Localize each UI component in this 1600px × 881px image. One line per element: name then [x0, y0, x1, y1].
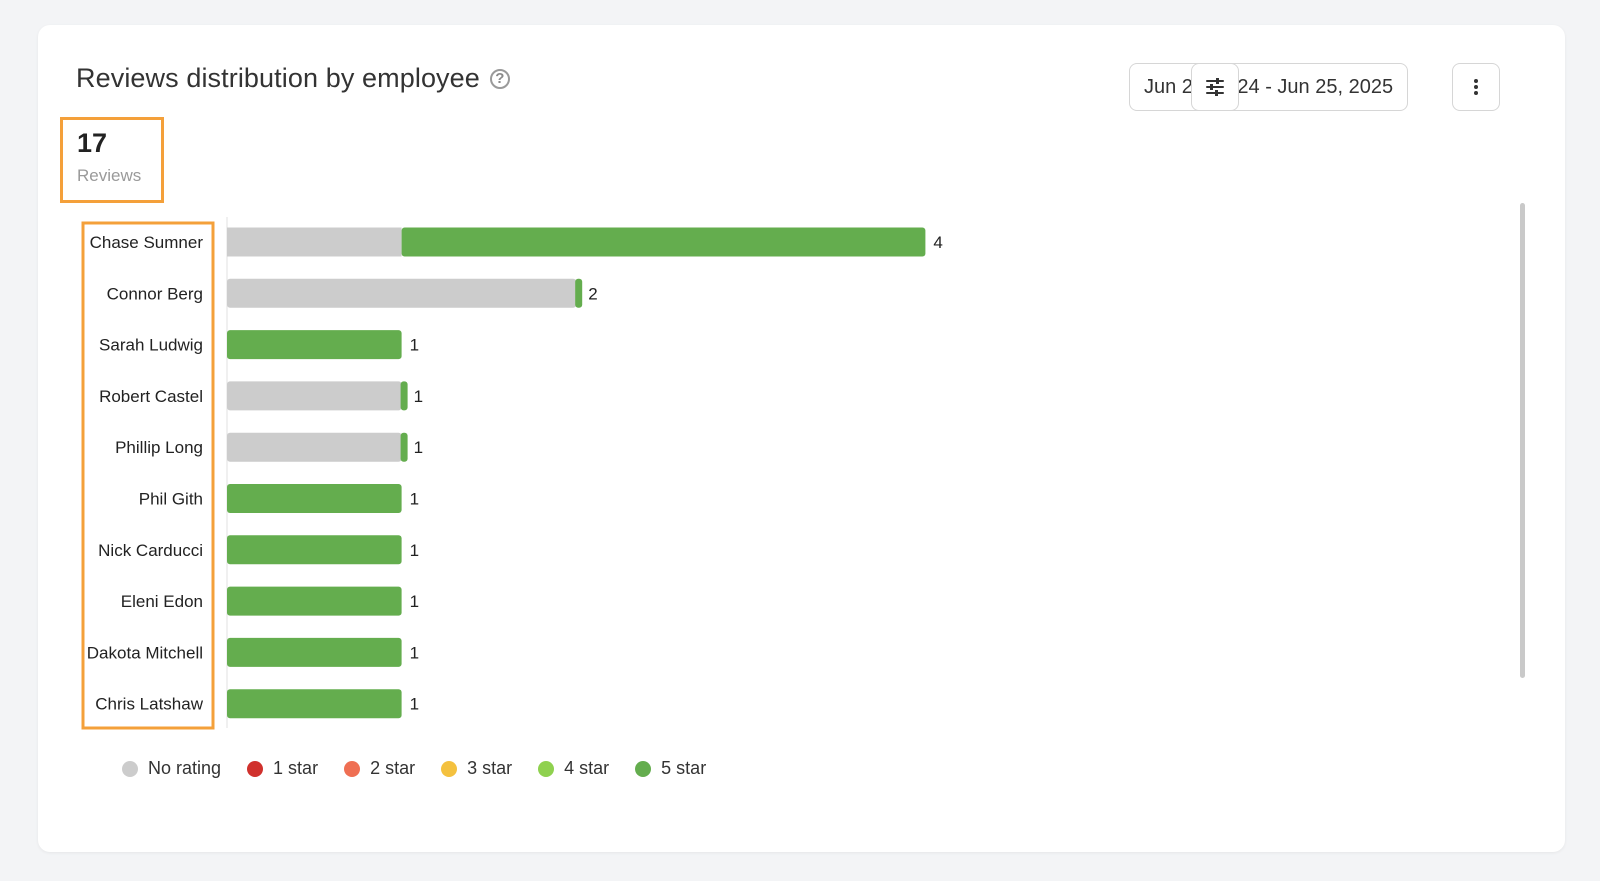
bar-segment-5-star[interactable]	[227, 484, 402, 513]
bar-value-label: 1	[410, 541, 419, 560]
bar-value-label: 1	[410, 643, 419, 662]
bar-segment-no-rating[interactable]	[227, 432, 402, 462]
category-label: Phillip Long	[115, 438, 203, 457]
card-title: Reviews distribution by employee	[76, 63, 480, 93]
label-highlight-box	[81, 221, 215, 730]
total-reviews-kpi: 17 Reviews	[60, 117, 164, 203]
category-label: Sarah Ludwig	[99, 336, 203, 355]
bar-value-label: 1	[410, 490, 419, 509]
more-vertical-icon	[1474, 79, 1478, 95]
bar-segment-5-star[interactable]	[227, 637, 402, 667]
legend-dot-icon	[635, 760, 652, 777]
legend-label: 5 star	[661, 758, 707, 778]
legend-item[interactable]: 1 star	[247, 758, 318, 779]
legend-dot-icon	[344, 760, 361, 777]
bar-segment-no-rating[interactable]	[227, 381, 402, 411]
category-label: Nick Carducci	[98, 541, 203, 560]
category-label: Eleni Edon	[121, 592, 203, 611]
category-label: Chris Latshaw	[95, 695, 203, 714]
category-label: Chase Sumner	[90, 233, 204, 252]
legend-dot-icon	[122, 760, 138, 777]
chart-legend: No rating 1 star 2 star 3 star 4 star 5 star	[122, 758, 732, 779]
help-circle-icon[interactable]: ?	[489, 68, 510, 89]
bar-segment-no-rating[interactable]	[227, 227, 402, 257]
bar-segment-no-rating[interactable]	[227, 278, 577, 308]
legend-label: 1 star	[273, 758, 319, 778]
bar-segment-cap	[575, 278, 583, 308]
legend-item[interactable]: 3 star	[441, 758, 512, 779]
bar-segment-5-star[interactable]	[401, 227, 926, 257]
bar-value-label: 1	[410, 592, 419, 611]
card-header: Reviews distribution by employee ?	[76, 63, 510, 94]
legend-dot-icon	[247, 760, 264, 777]
bar-segment-5-star[interactable]	[227, 689, 402, 719]
total-reviews-label: Reviews	[77, 166, 142, 185]
bar-value-label: 1	[410, 336, 419, 355]
legend-item[interactable]: 2 star	[344, 758, 415, 779]
bar-segment-5-star[interactable]	[227, 586, 402, 616]
bar-value-label: 1	[414, 438, 423, 457]
reviews-distribution-card: Reviews distribution by employee ? Jun 2…	[38, 25, 1565, 852]
category-label: Phil Gith	[139, 490, 203, 509]
category-label: Dakota Mitchell	[87, 643, 203, 662]
bar-value-label: 1	[414, 387, 423, 406]
legend-label: No rating	[148, 758, 222, 778]
bar-chart: Chase Sumner 4 Connor Berg 2 Sarah Ludwig 1 Ro…	[81, 217, 943, 730]
legend-item[interactable]: 5 star	[635, 758, 706, 779]
chart-scrollbar[interactable]	[1520, 203, 1525, 678]
bar-segment-5-star[interactable]	[227, 330, 402, 360]
bar-value-label: 1	[410, 695, 419, 714]
bar-value-label: 2	[588, 284, 597, 303]
bar-segment-cap	[400, 432, 408, 462]
legend-dot-icon	[538, 760, 555, 777]
more-options-button[interactable]	[1452, 63, 1500, 111]
legend-dot-icon	[441, 760, 458, 777]
category-label: Connor Berg	[107, 284, 203, 303]
legend-item[interactable]: 4 star	[538, 758, 609, 779]
category-label: Robert Castel	[99, 387, 203, 406]
bar-segment-5-star[interactable]	[227, 535, 402, 565]
sliders-icon	[1206, 78, 1224, 96]
legend-label: 2 star	[370, 758, 416, 778]
legend-label: 3 star	[467, 758, 513, 778]
legend-item[interactable]: No rating	[122, 758, 221, 779]
total-reviews-value: 17	[77, 128, 108, 158]
filter-button[interactable]	[1191, 63, 1239, 111]
legend-label: 4 star	[564, 758, 610, 778]
bar-value-label: 4	[933, 233, 942, 252]
bar-segment-cap	[400, 381, 408, 411]
